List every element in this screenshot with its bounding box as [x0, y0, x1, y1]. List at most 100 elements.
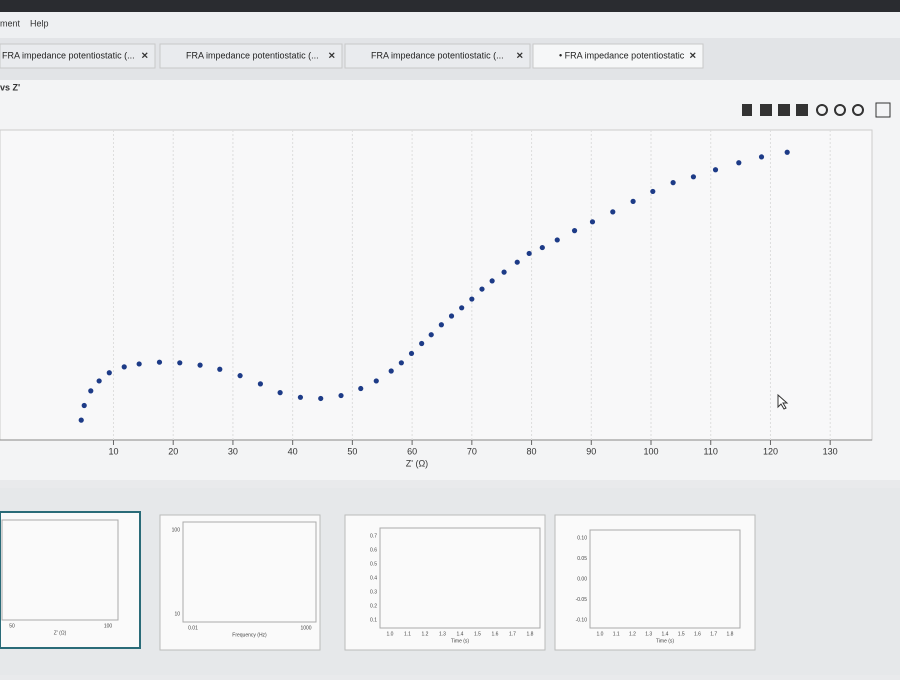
data-point [539, 244, 545, 251]
data-point [489, 278, 495, 284]
data-point [197, 362, 203, 368]
data-point [136, 361, 142, 367]
data-point [554, 237, 560, 243]
data-point [96, 378, 102, 384]
thumb-x-tick: 1.0 [597, 631, 604, 637]
thumb-y-tick: 0.05 [577, 556, 587, 562]
thumb-y-tick: -0.05 [576, 597, 588, 603]
x-tick-label: 130 [823, 446, 838, 456]
thumb-x-tick: 1.6 [492, 631, 499, 637]
tab-label: FRA impedance potentiostatic (... [2, 50, 135, 60]
thumb-x-tick: 1.8 [527, 631, 534, 637]
thumb-x-tick: 1.6 [694, 631, 701, 637]
data-point [106, 370, 112, 376]
tool-icon[interactable] [760, 104, 772, 116]
tool-icon[interactable] [778, 104, 790, 116]
thumbnail[interactable] [0, 511, 141, 649]
data-point [712, 167, 719, 173]
cursor [777, 393, 789, 410]
tab[interactable] [0, 43, 156, 69]
thumb-x-label: Frequency (Hz) [232, 632, 267, 638]
x-tick-label: 70 [467, 446, 477, 456]
x-tick-label: 40 [288, 446, 298, 456]
data-point [650, 188, 656, 195]
zoom-icon[interactable] [816, 104, 828, 116]
zoom-icon[interactable] [834, 104, 846, 116]
thumb-y-tick: 0.1 [370, 617, 377, 623]
thumb-plot [379, 527, 541, 629]
thumb-x-label: Time (s) [656, 638, 674, 644]
tool-icon[interactable] [742, 104, 752, 116]
data-point [81, 402, 87, 409]
thumb-x-tick: 1.7 [710, 631, 717, 637]
thumb-y-tick: 0.5 [370, 561, 377, 567]
data-point [419, 340, 425, 347]
thumb-y-tick: 0.3 [370, 589, 377, 595]
data-point [448, 313, 455, 319]
data-point [373, 378, 379, 384]
tab-label: FRA impedance potentiostatic (... [371, 50, 504, 60]
data-point [121, 364, 127, 370]
tool-icon[interactable] [796, 104, 808, 116]
data-point [156, 359, 163, 365]
tab-close: ✕ [516, 50, 524, 60]
tab-close: ✕ [328, 50, 336, 60]
zoom-icon[interactable] [852, 104, 864, 116]
thumb-y-tick: 0.4 [370, 575, 377, 581]
tool-icon[interactable] [875, 102, 891, 118]
x-tick-label: 90 [586, 446, 596, 456]
tab[interactable] [159, 43, 343, 69]
thumb-x-tick: 50 [9, 623, 15, 629]
tab[interactable] [344, 43, 531, 69]
x-tick-label: 80 [527, 446, 537, 456]
x-tick-label: 120 [763, 446, 778, 456]
data-point [526, 250, 532, 257]
thumb-x-tick: 1.2 [422, 631, 429, 637]
thumb-y-tick: 100 [172, 527, 181, 533]
data-point [670, 180, 676, 186]
thumb-x-tick: 1.7 [509, 631, 516, 637]
data-point [514, 259, 520, 265]
thumb-x-tick: 1.1 [613, 631, 620, 637]
data-point [398, 360, 404, 366]
thumb-y-tick: 0.10 [577, 535, 587, 541]
data-point [88, 388, 94, 394]
tab-label: • FRA impedance potentiostatic [559, 50, 685, 60]
thumb-plot [182, 521, 317, 623]
thumb-y-tick: 0.2 [370, 603, 377, 609]
data-point [469, 296, 475, 302]
data-point [358, 385, 364, 392]
x-tick-label: 100 [643, 446, 658, 456]
x-tick-label: 30 [228, 446, 238, 456]
thumb-x-tick: 1.3 [439, 631, 446, 637]
thumb-x-tick: 1.3 [645, 631, 652, 637]
data-point [237, 373, 243, 379]
thumb-x-tick: 1.8 [727, 631, 734, 637]
thumb-y-tick: 0.7 [370, 533, 377, 539]
thumbnail[interactable] [159, 514, 321, 651]
thumb-y-tick: 10 [174, 611, 180, 617]
thumb-x-tick: 1.2 [629, 631, 636, 637]
tab[interactable] [532, 43, 704, 69]
data-point [277, 390, 283, 396]
menu-item[interactable]: ment [0, 18, 21, 28]
data-point [784, 149, 790, 155]
thumb-x-tick: 1.4 [662, 631, 669, 637]
tab-close: ✕ [141, 50, 149, 60]
bezel [0, 0, 900, 12]
thumb-x-tick: 1000 [300, 625, 311, 631]
x-axis-label: Z' (Ω) [406, 458, 428, 468]
data-point [501, 269, 507, 275]
data-point [690, 174, 697, 180]
data-point [459, 305, 465, 311]
data-point [78, 417, 84, 423]
thumb-y-tick: 0.6 [370, 547, 377, 553]
data-point [428, 332, 434, 338]
thumb-x-label: Z' (Ω) [54, 630, 67, 636]
menu-item[interactable]: Help [30, 18, 49, 28]
data-point [388, 368, 394, 374]
data-point [630, 198, 636, 204]
x-tick-label: 110 [704, 446, 718, 456]
